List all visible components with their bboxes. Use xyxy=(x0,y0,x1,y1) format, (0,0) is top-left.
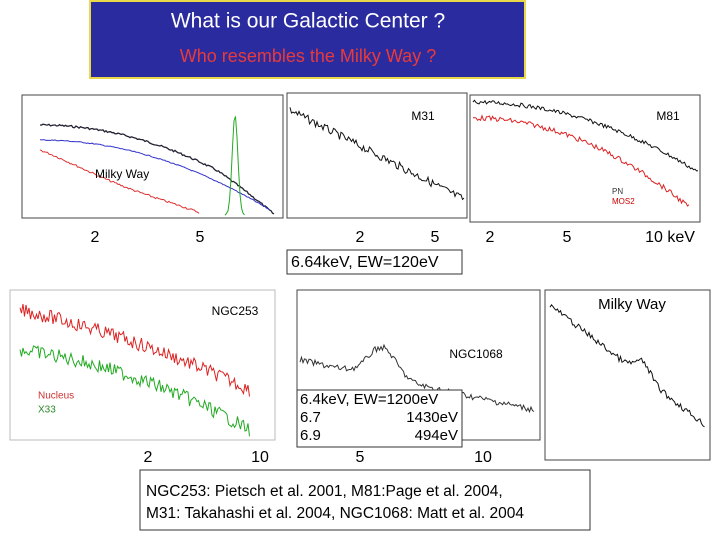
panel-label: M81 xyxy=(656,109,680,123)
legend-entry: MOS2 xyxy=(612,197,635,206)
panel-label: M31 xyxy=(411,109,435,123)
plots xyxy=(9,92,711,461)
spectrum-trace xyxy=(299,343,535,414)
spectrum-trace xyxy=(19,303,250,397)
panel-label: NGC253 xyxy=(212,304,259,318)
spectrum-trace xyxy=(39,123,275,215)
axis-label: 5 xyxy=(196,229,205,246)
spectrum-trace xyxy=(472,99,699,172)
axis-label: 10 xyxy=(474,449,492,466)
spectrum-trace xyxy=(19,345,250,437)
axis-label: 2 xyxy=(356,229,365,246)
note: 494eV xyxy=(415,427,458,444)
axis-label: 5 xyxy=(431,229,440,246)
spectrum-trace xyxy=(289,107,465,201)
plot-frame xyxy=(21,94,284,219)
axis-label: 10 xyxy=(251,449,269,466)
axis-label: 5 xyxy=(563,229,572,246)
legend-entry: PN xyxy=(612,187,623,196)
plot-frame xyxy=(469,94,701,223)
legend-entry: Nucleus xyxy=(38,391,74,402)
panel-label: Milky Way xyxy=(598,296,666,313)
note: 1430eV xyxy=(406,409,458,426)
note: 6.4keV, EW=1200eV xyxy=(300,391,438,408)
plot-frame xyxy=(544,289,711,461)
spectrum-trace xyxy=(39,149,200,214)
citation: M31: Takahashi et al. 2004, NGC1068: Mat… xyxy=(146,505,524,522)
note: 6.9 xyxy=(300,427,321,444)
axis-label: 10 keV xyxy=(645,229,695,246)
axis-label: 2 xyxy=(91,229,100,246)
title-box xyxy=(89,0,526,79)
note-box xyxy=(296,389,463,448)
axis-label: 2 xyxy=(486,229,495,246)
spectrum-trace xyxy=(39,139,270,211)
note-box xyxy=(286,249,463,275)
axis-label: 2 xyxy=(144,449,153,466)
title: What is our Galactic Center ? xyxy=(171,10,445,33)
legend-entry: X33 xyxy=(38,405,56,416)
subtitle: Who resembles the Milky Way ? xyxy=(180,46,436,66)
spectrum-trace xyxy=(224,116,245,216)
note: 6.7 xyxy=(300,409,321,426)
citation-box xyxy=(139,469,591,531)
axis-label: 5 xyxy=(356,449,365,466)
note: 6.64keV, EW=120eV xyxy=(291,254,439,271)
panel-label: NGC1068 xyxy=(449,347,503,361)
citation: NGC253: Pietsch et al. 2001, M81:Page et… xyxy=(146,483,503,500)
spectrum-trace xyxy=(549,303,705,428)
panel-label: Milky Way xyxy=(95,167,149,181)
spectrum-trace xyxy=(472,114,690,207)
